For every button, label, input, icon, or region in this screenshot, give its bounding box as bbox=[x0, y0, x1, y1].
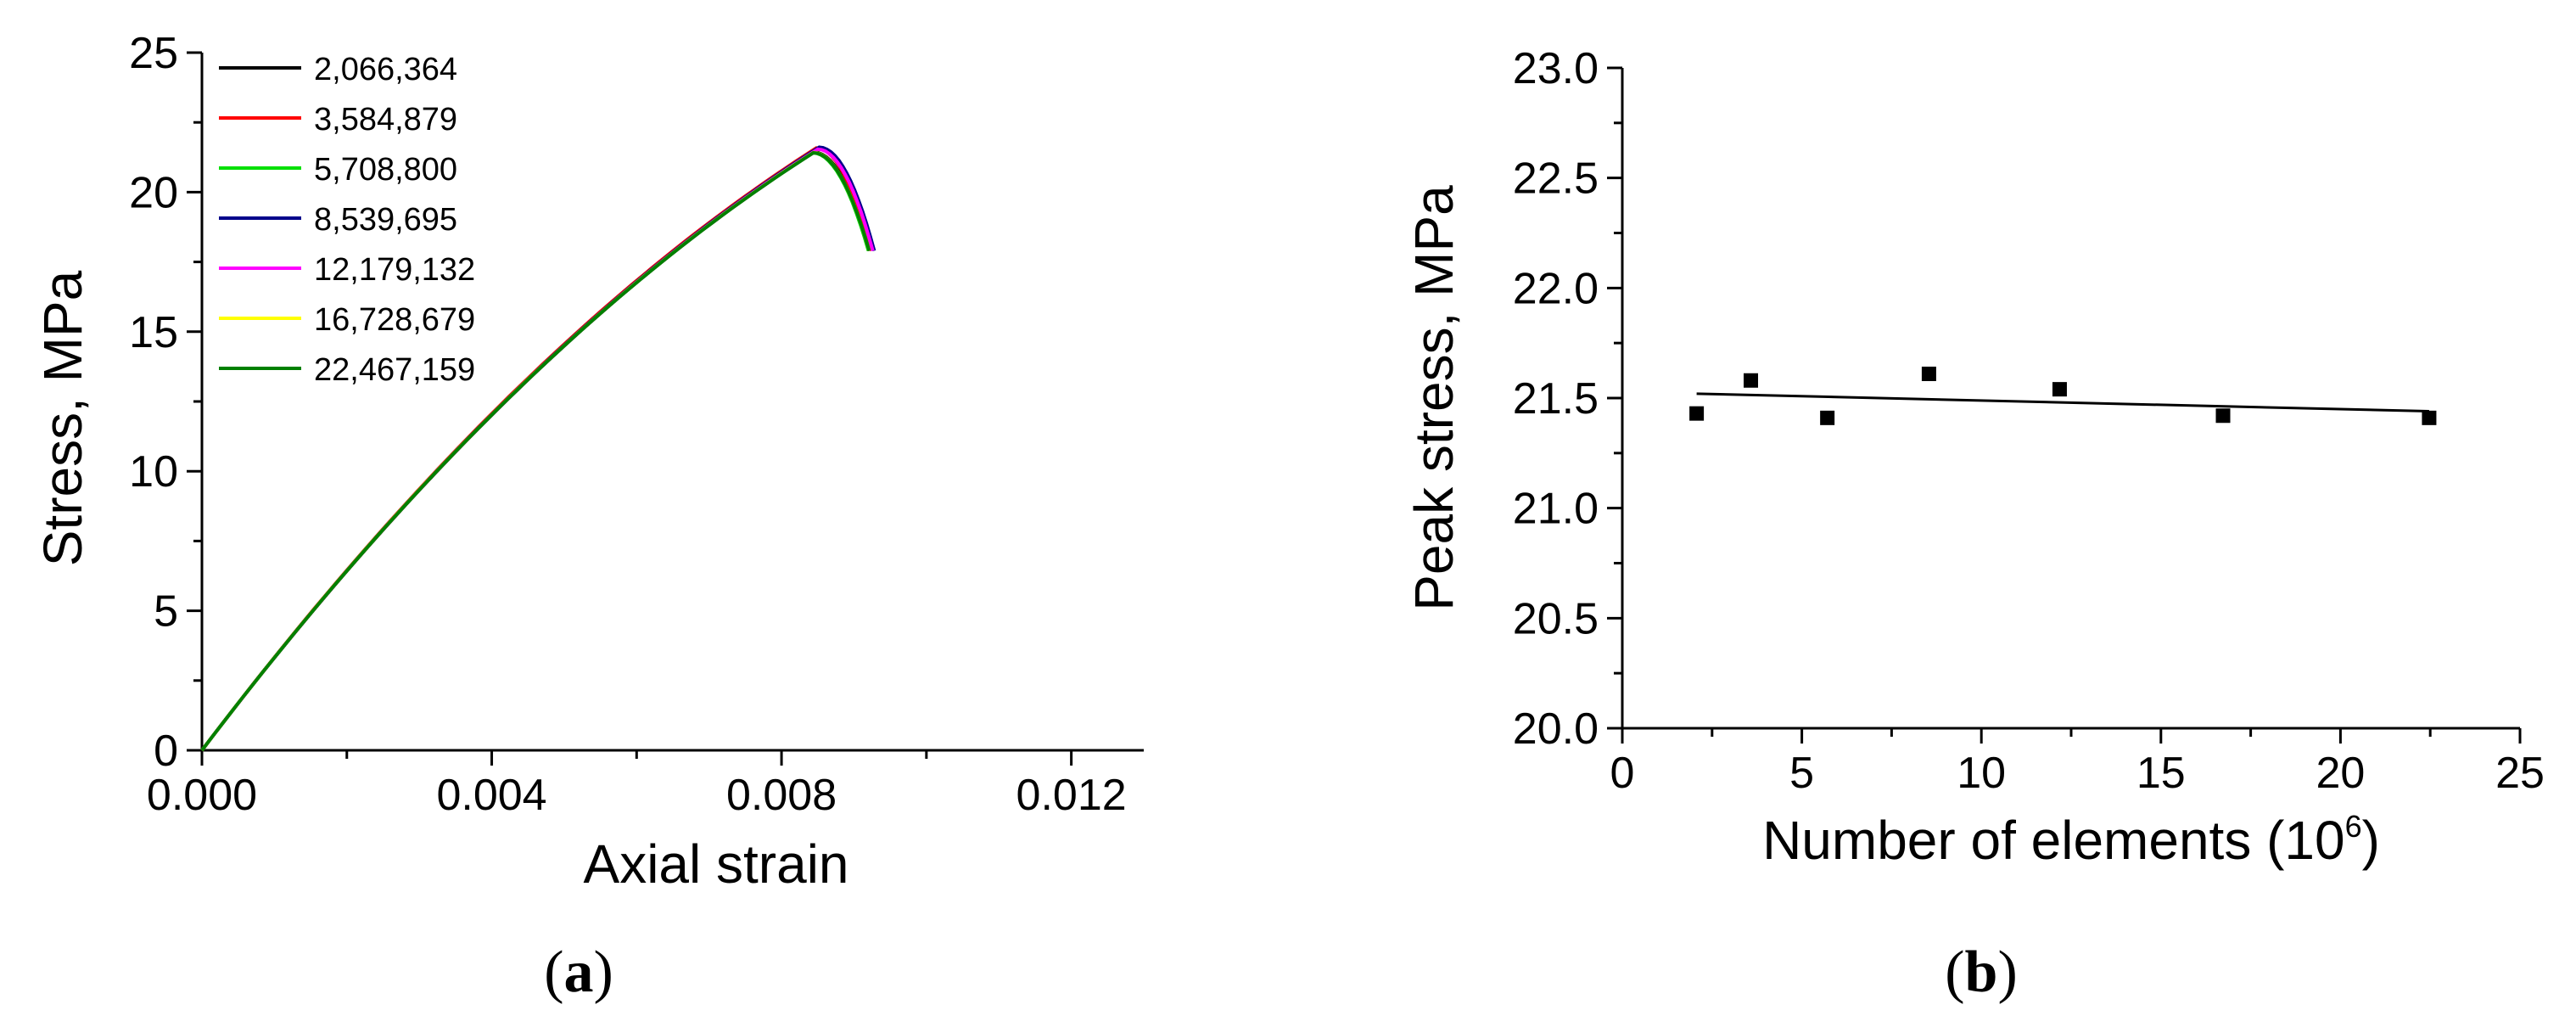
panel-a-series-line-4 bbox=[200, 145, 876, 752]
panel-a-series bbox=[200, 145, 876, 752]
panel-a-legend-label: 12,179,132 bbox=[314, 252, 475, 288]
panel-a-series-line-1 bbox=[200, 150, 872, 752]
panel-b-x-tick-label: 5 bbox=[1789, 749, 1814, 798]
panel-a-legend-label: 22,467,159 bbox=[314, 352, 475, 388]
panel-a-x-tick-label: 0.008 bbox=[726, 771, 837, 820]
panel-a-series-line-5 bbox=[200, 147, 875, 752]
panel-a-x-tick-label: 0.004 bbox=[436, 771, 546, 820]
panel-a-legend-label: 2,066,364 bbox=[314, 52, 457, 87]
panel-a-y-tick-label: 20 bbox=[129, 168, 178, 217]
panel-b-data-point-4 bbox=[1921, 366, 1936, 381]
panel-b-data-point-7 bbox=[2422, 410, 2437, 425]
panel-a-y-tick-label: 0 bbox=[154, 727, 178, 776]
panel-b-x-tick-label: 15 bbox=[2136, 749, 2186, 798]
panel-b-label: (b) bbox=[1945, 940, 2018, 1005]
panel-a-x-tick-label: 0.012 bbox=[1016, 771, 1127, 820]
panel-a-y-tick-label: 25 bbox=[129, 29, 178, 78]
panel-b-y-tick-label: 23.0 bbox=[1513, 44, 1599, 93]
panel-a-label: (a) bbox=[544, 940, 613, 1005]
panel-a-y-axis-label: Stress, MPa bbox=[32, 270, 93, 566]
panel-b-y-tick-label: 21.5 bbox=[1513, 374, 1599, 424]
panel-a-y-tick-label: 10 bbox=[129, 447, 178, 497]
panel-b-axes bbox=[1621, 68, 2520, 730]
panel-b-data-point-5 bbox=[2052, 382, 2067, 397]
panel-b-y-axis-label: Peak stress, MPa bbox=[1403, 185, 1464, 611]
panel-a-series-line-2 bbox=[200, 146, 873, 752]
panel-a-stress-strain-chart: 0 5 10 15 20 25 0.000 0.004 0.008 0.012 2,066,364… bbox=[32, 29, 1144, 1005]
panel-b-x-axis-label: Number of elements (106) bbox=[1762, 809, 2380, 871]
panel-a-series-line-6 bbox=[200, 150, 871, 752]
panel-b-points bbox=[1689, 366, 2437, 425]
panel-a-x-tick-label: 0.000 bbox=[147, 771, 257, 820]
panel-b-data-point-6 bbox=[2215, 408, 2231, 424]
panel-b-data-point-1 bbox=[1689, 406, 1705, 421]
panel-b-y-tick-label: 21.0 bbox=[1513, 485, 1599, 534]
panel-b-y-tick-label: 20.0 bbox=[1513, 704, 1599, 754]
panel-b-data-point-2 bbox=[1744, 373, 1759, 388]
panel-a-legend-label: 16,728,679 bbox=[314, 302, 475, 338]
panel-a-y-tick-label: 15 bbox=[129, 308, 178, 357]
panel-a-series-line-7 bbox=[200, 150, 871, 752]
panel-b-data-point-3 bbox=[1820, 410, 1835, 425]
panel-b-fit-line bbox=[1696, 392, 2429, 413]
panel-a-legend-label: 5,708,800 bbox=[314, 152, 457, 188]
panel-b-y-tick-label: 22.0 bbox=[1513, 264, 1599, 313]
panel-a-legend: 2,066,364 3,584,879 5,708,800 8,539,695 12,1… bbox=[219, 52, 475, 388]
panel-a-ticks: 0 5 10 15 20 25 0.000 0.004 0.008 0.012 bbox=[129, 29, 1127, 820]
panel-b-peak-stress-chart: 20.0 20.5 21.0 21.5 22.0 22.5 23.0 0 5 10 15 20 25 N… bbox=[1403, 44, 2545, 1005]
panel-b-fit-line-segment bbox=[1696, 392, 2429, 413]
panel-b-x-tick-label: 25 bbox=[2495, 749, 2545, 798]
panel-a-legend-label: 8,539,695 bbox=[314, 202, 457, 238]
panel-a-x-axis-label: Axial strain bbox=[584, 833, 849, 895]
panel-b-x-axis-label-text: Number of elements (10 bbox=[1762, 810, 2345, 871]
panel-b-x-tick-label: 20 bbox=[2316, 749, 2365, 798]
panel-b-letter: b bbox=[1965, 940, 1998, 1005]
panel-b-ticks: 20.0 20.5 21.0 21.5 22.0 22.5 23.0 0 5 10 15 20 25 bbox=[1513, 44, 2545, 798]
panel-b-x-tick-label: 0 bbox=[1610, 749, 1635, 798]
panel-a-series-line-3 bbox=[200, 150, 871, 752]
panel-a-letter: a bbox=[564, 940, 594, 1005]
panel-b-x-axis-label-end: ) bbox=[2362, 810, 2380, 871]
panel-b-y-tick-label: 22.5 bbox=[1513, 154, 1599, 204]
panel-a-y-tick-label: 5 bbox=[154, 587, 178, 637]
panel-b-x-axis-label-sup: 6 bbox=[2345, 809, 2362, 844]
panel-a-legend-label: 3,584,879 bbox=[314, 102, 457, 137]
panel-b-y-tick-label: 20.5 bbox=[1513, 594, 1599, 643]
panel-b-x-tick-label: 10 bbox=[1957, 749, 2006, 798]
